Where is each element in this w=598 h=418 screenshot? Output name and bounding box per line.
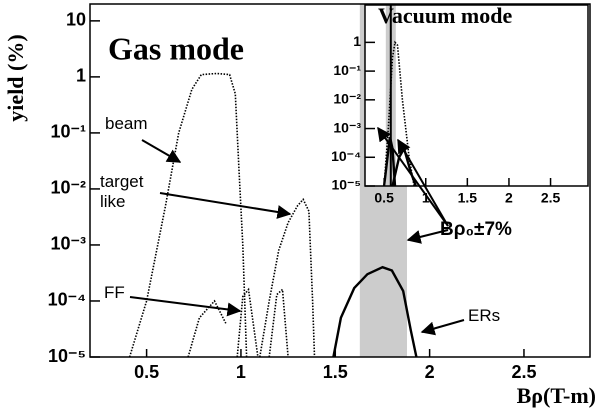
y-tick-label: 10⁻² — [50, 178, 86, 198]
series-line — [332, 265, 418, 358]
series-label: target like — [100, 172, 144, 211]
x-tick-label: 1.5 — [458, 189, 478, 205]
arrow — [420, 319, 465, 336]
x-tick-label: 0.5 — [374, 189, 394, 205]
series-label: ERs — [468, 306, 501, 325]
y-tick-label: 10⁻⁴ — [331, 148, 361, 164]
y-tick-label: 10⁻⁵ — [48, 346, 86, 366]
series-line — [187, 287, 289, 358]
x-tick-label: 0.5 — [134, 362, 159, 382]
arrow — [397, 138, 449, 227]
y-tick-label: 10⁻⁴ — [48, 290, 86, 310]
x-tick-label: 1 — [422, 189, 430, 205]
x-tick-label: 2 — [425, 362, 435, 382]
x-axis-label: Bρ(T-m) — [517, 383, 596, 408]
inset-plot: 0.5 1 1.5 2 2.5 1 10⁻¹ 10⁻² 10⁻³ 10⁻⁴ 10⁻⁵ — [331, 4, 589, 205]
x-tick-label: 2 — [505, 189, 513, 205]
annotation: Bρ₀±7% — [440, 219, 512, 240]
plot-frame — [89, 3, 591, 358]
y-tick-label: 10⁻¹ — [50, 122, 86, 142]
y-tick-label: 1 — [353, 33, 361, 49]
arrow — [141, 139, 182, 163]
y-tick-label: 10⁻¹ — [333, 62, 361, 78]
annotation: Gas mode — [108, 30, 244, 66]
series-label: FF — [104, 283, 125, 302]
y-tick-label: 1 — [76, 66, 86, 86]
y-tick-label: 10⁻³ — [333, 119, 361, 135]
x-tick-label: 1.5 — [323, 362, 348, 382]
inset-title: Vacuum mode — [378, 3, 512, 28]
series-line — [128, 72, 248, 358]
y-axis-label: yield (%) — [3, 34, 28, 121]
y-tick-label: 10⁻³ — [50, 234, 86, 254]
y-tick-label: 10 — [66, 10, 86, 30]
y-tick-label: 10⁻⁵ — [331, 177, 361, 193]
plot-frame — [364, 4, 589, 187]
series-line — [259, 197, 316, 358]
arrow — [377, 126, 449, 227]
arrow — [406, 229, 449, 244]
arrows — [129, 126, 465, 336]
x-tick-label: 2.5 — [541, 189, 561, 205]
x-tick-label: 2.5 — [511, 362, 536, 382]
series-label: beam — [105, 114, 148, 133]
x-tick-label: 1 — [236, 362, 246, 382]
y-tick-label: 10⁻² — [333, 91, 361, 107]
series-line — [383, 40, 415, 187]
arrow — [159, 192, 292, 219]
arrow — [129, 296, 242, 317]
